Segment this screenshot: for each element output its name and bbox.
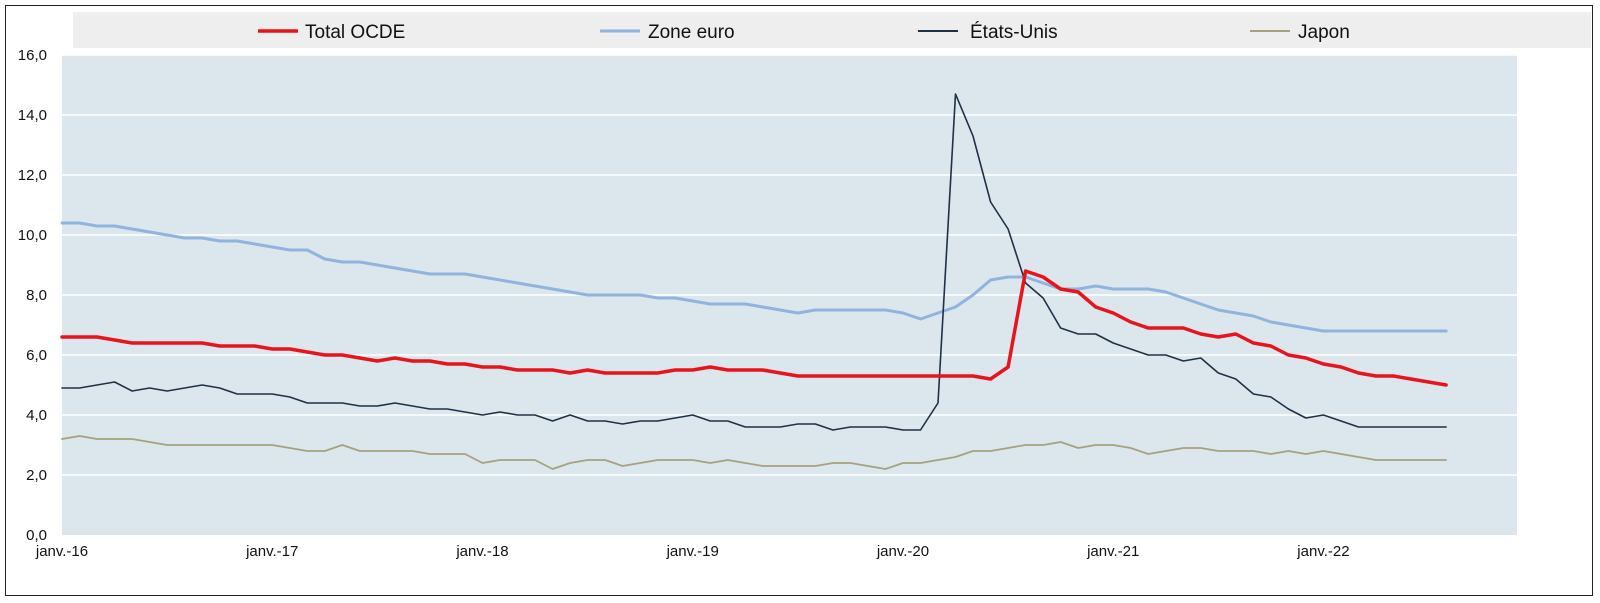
- y-tick-label: 8,0: [26, 287, 47, 304]
- x-tick-label: janv.-19: [666, 543, 719, 560]
- y-tick-label: 10,0: [18, 227, 47, 244]
- x-axis-ticks: janv.-16 janv.-17 janv.-18 janv.-19 janv.-20…: [35, 543, 1350, 560]
- legend-label: Zone euro: [648, 22, 735, 43]
- y-tick-label: 16,0: [18, 47, 47, 64]
- legend-background: [73, 12, 1591, 48]
- series-line-2: [61, 93, 1447, 431]
- x-tick-label: janv.-20: [876, 543, 929, 560]
- y-tick-label: 12,0: [18, 167, 47, 184]
- y-tick-label: 2,0: [26, 467, 47, 484]
- x-tick-label: janv.-21: [1086, 543, 1139, 560]
- series-line-1: [60, 221, 1448, 333]
- y-tick-label: 14,0: [18, 107, 47, 124]
- legend: Total OCDE Zone euro États-Unis Japon: [258, 22, 1350, 43]
- x-tick-label: janv.-18: [455, 543, 508, 560]
- y-axis-ticks: 0,0 2,0 4,0 6,0 8,0 10,0 12,0 14,0 16,0: [18, 47, 47, 544]
- legend-label: Japon: [1298, 22, 1350, 43]
- y-tick-label: 6,0: [26, 347, 47, 364]
- legend-label: Total OCDE: [305, 22, 405, 43]
- x-tick-label: janv.-22: [1296, 543, 1349, 560]
- series-lines: [60, 93, 1448, 470]
- series-line-3: [61, 435, 1447, 470]
- series-line-0: [60, 269, 1448, 387]
- gridlines: [62, 54, 1517, 476]
- y-tick-label: 0,0: [26, 527, 47, 544]
- legend-label: États-Unis: [970, 22, 1058, 43]
- y-tick-label: 4,0: [26, 407, 47, 424]
- x-tick-label: janv.-17: [245, 543, 298, 560]
- x-tick-label: janv.-16: [35, 543, 88, 560]
